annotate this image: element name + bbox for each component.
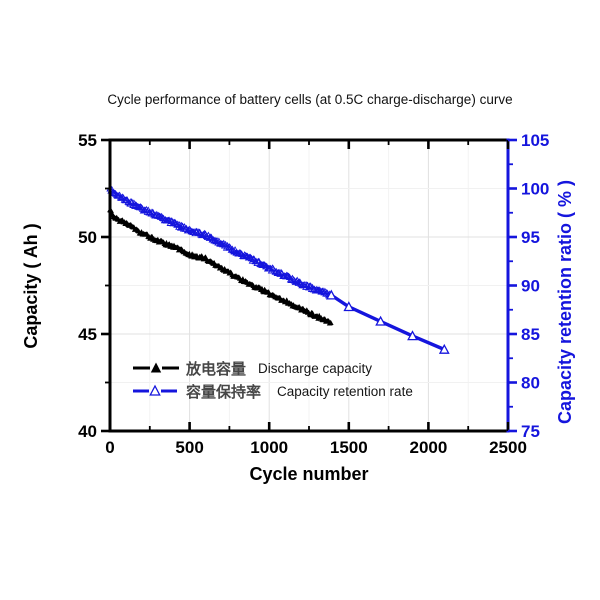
legend: 放电容量 Discharge capacity 容量保持率 Capacity r… xyxy=(133,360,413,401)
x-tick-label: 2000 xyxy=(409,438,447,457)
y-left-tick-label: 55 xyxy=(78,131,97,150)
legend-label-en: Capacity retention rate xyxy=(277,384,413,399)
y-right-tick-label: 90 xyxy=(521,277,540,296)
triangle-open-icon xyxy=(149,384,161,396)
y-right-tick-label: 95 xyxy=(521,228,540,247)
right-y-axis-title: Capacity retention ratio ( % ) xyxy=(555,180,575,424)
discharge-capacity-markers xyxy=(107,207,334,326)
left-y-axis-title: Capacity ( Ah ) xyxy=(21,223,41,348)
legend-label-zh: 容量保持率 xyxy=(185,383,261,401)
capacity-retention-markers xyxy=(106,184,335,299)
x-tick-label: 1000 xyxy=(250,438,288,457)
y-left-tick-label: 45 xyxy=(78,325,97,344)
data-series xyxy=(106,184,450,354)
chart-title: Cycle performance of battery cells (at 0… xyxy=(107,92,512,107)
x-tick-label: 2500 xyxy=(489,438,527,457)
y-right-tick-label: 100 xyxy=(521,180,549,199)
legend-label-zh: 放电容量 xyxy=(185,360,246,378)
legend-item-discharge-capacity: 放电容量 Discharge capacity xyxy=(133,360,372,378)
legend-label-en: Discharge capacity xyxy=(258,361,372,376)
y-right-tick-label: 80 xyxy=(521,374,540,393)
x-tick-label: 0 xyxy=(105,438,114,457)
legend-item-capacity-retention: 容量保持率 Capacity retention rate xyxy=(133,383,413,401)
x-tick-label: 500 xyxy=(175,438,203,457)
triangle-filled-icon xyxy=(150,362,162,373)
capacity-retention-extrapolated-markers xyxy=(325,289,450,354)
y-left-tick-label: 50 xyxy=(78,228,97,247)
axis-ticks-and-labels: 0 500 1000 1500 2000 2500 40 45 50 55 75 80 85 90 95 10… xyxy=(78,131,549,457)
y-left-tick-label: 40 xyxy=(78,422,97,441)
y-right-tick-label: 105 xyxy=(521,131,549,150)
y-right-tick-label: 85 xyxy=(521,325,540,344)
x-tick-label: 1500 xyxy=(330,438,368,457)
y-right-tick-label: 75 xyxy=(521,422,540,441)
x-axis-title: Cycle number xyxy=(249,464,368,484)
